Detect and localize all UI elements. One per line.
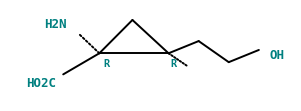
Text: HO2C: HO2C [26,77,56,90]
Text: H2N: H2N [44,18,66,31]
Text: R: R [170,59,176,69]
Text: OH: OH [269,49,284,62]
Text: R: R [104,59,110,69]
